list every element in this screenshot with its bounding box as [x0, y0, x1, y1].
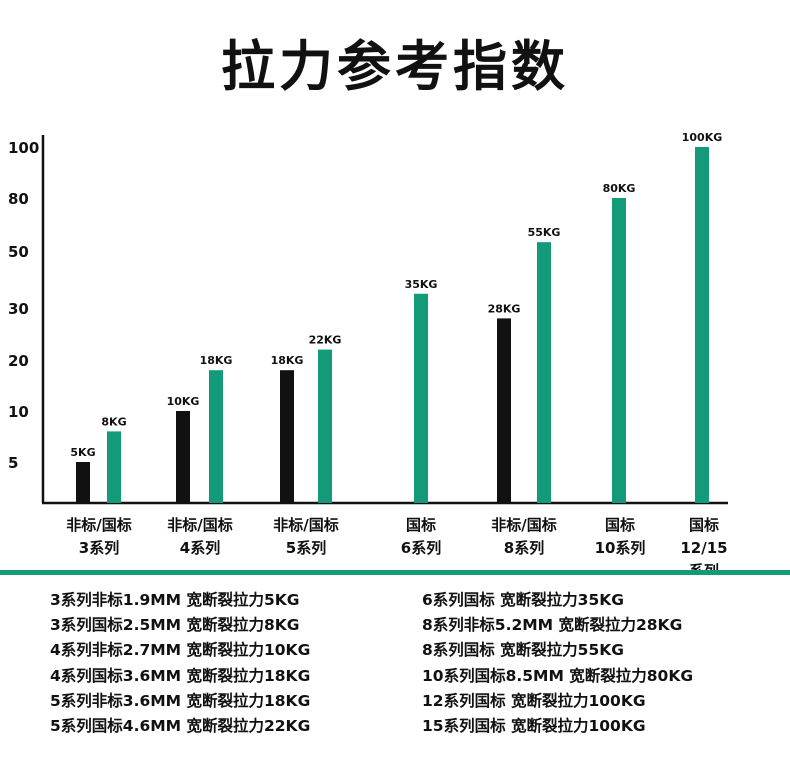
- data-label: 5KG: [70, 446, 95, 459]
- x-tick-label: 10系列: [595, 539, 646, 557]
- x-tick-label: 非标/国标: [167, 516, 232, 534]
- data-label: 18KG: [200, 354, 233, 367]
- y-tick-label: 30: [8, 300, 29, 318]
- bar-nonstandard: [497, 318, 511, 503]
- notes-right: 6系列国标 宽断裂拉力35KG 8系列非标5.2MM 宽断裂拉力28KG 8系列国标…: [422, 588, 693, 739]
- note-line: 12系列国标 宽断裂拉力100KG: [422, 691, 646, 710]
- x-tick-label: 系列: [689, 562, 719, 570]
- divider: [0, 570, 790, 575]
- data-label: 10KG: [167, 395, 200, 408]
- note-line: 4系列非标2.7MM 宽断裂拉力10KG: [50, 641, 311, 660]
- data-label: 55KG: [528, 226, 561, 239]
- y-tick-label: 10: [8, 403, 29, 421]
- y-tick-label: 50: [8, 243, 29, 261]
- x-tick-label: 5系列: [286, 539, 326, 557]
- x-tick-label: 8系列: [504, 539, 544, 557]
- x-tick-label: 非标/国标: [66, 516, 131, 534]
- x-tick-label: 3系列: [79, 539, 119, 557]
- data-label: 100KG: [682, 131, 723, 144]
- x-tick-label: 非标/国标: [491, 516, 556, 534]
- x-tick-label: 国标: [406, 516, 436, 534]
- data-label: 8KG: [101, 415, 126, 428]
- bar-standard: [209, 370, 223, 503]
- note-line: 3系列非标1.9MM 宽断裂拉力5KG: [50, 591, 300, 609]
- note-line: 4系列国标3.6MM 宽断裂拉力18KG: [50, 666, 311, 685]
- x-tick-label: 非标/国标: [273, 516, 338, 534]
- data-label: 22KG: [309, 334, 342, 347]
- bar-nonstandard: [76, 462, 90, 503]
- x-tick-label: 4系列: [180, 539, 220, 557]
- note-line: 8系列非标5.2MM 宽断裂拉力28KG: [422, 616, 683, 635]
- bar-standard: [414, 293, 428, 503]
- x-tick-label: 12/15: [680, 539, 727, 557]
- x-tick-label: 国标: [605, 516, 635, 534]
- bar-standard: [612, 198, 626, 503]
- note-line: 10系列国标8.5MM 宽断裂拉力80KG: [422, 666, 694, 685]
- note-line: 5系列国标4.6MM 宽断裂拉力22KG: [50, 717, 311, 736]
- note-line: 8系列国标 宽断裂拉力55KG: [422, 641, 624, 660]
- note-line: 15系列国标 宽断裂拉力100KG: [422, 717, 646, 736]
- note-line: 3系列国标2.5MM 宽断裂拉力8KG: [50, 616, 300, 635]
- y-tick-label: 5: [8, 454, 18, 472]
- y-tick-label: 80: [8, 190, 29, 208]
- notes-left: 3系列非标1.9MM 宽断裂拉力5KG 3系列国标2.5MM 宽断裂拉力8KG 4系…: [50, 588, 310, 739]
- data-label: 35KG: [405, 278, 438, 291]
- bar-chart: 5 10 20 30 50 80 100 5KG 10KG 18KG 28KG 8KG 18KG 22KG…: [8, 131, 728, 570]
- data-label: 80KG: [603, 182, 636, 195]
- x-tick-label: 国标: [689, 516, 719, 534]
- bar-standard: [537, 242, 551, 503]
- bar-nonstandard: [280, 370, 294, 503]
- y-tick-label: 20: [8, 352, 29, 370]
- x-tick-label: 6系列: [401, 539, 441, 557]
- bar-standard: [107, 431, 121, 503]
- chart-title: 拉力参考指数: [221, 35, 569, 98]
- data-label: 18KG: [271, 354, 304, 367]
- note-line: 6系列国标 宽断裂拉力35KG: [422, 591, 624, 609]
- note-line: 5系列非标3.6MM 宽断裂拉力18KG: [50, 691, 311, 710]
- y-tick-label: 100: [8, 139, 39, 157]
- bar-nonstandard: [176, 411, 190, 503]
- bar-standard: [695, 147, 709, 503]
- bar-standard: [318, 349, 332, 503]
- data-label: 28KG: [488, 302, 521, 315]
